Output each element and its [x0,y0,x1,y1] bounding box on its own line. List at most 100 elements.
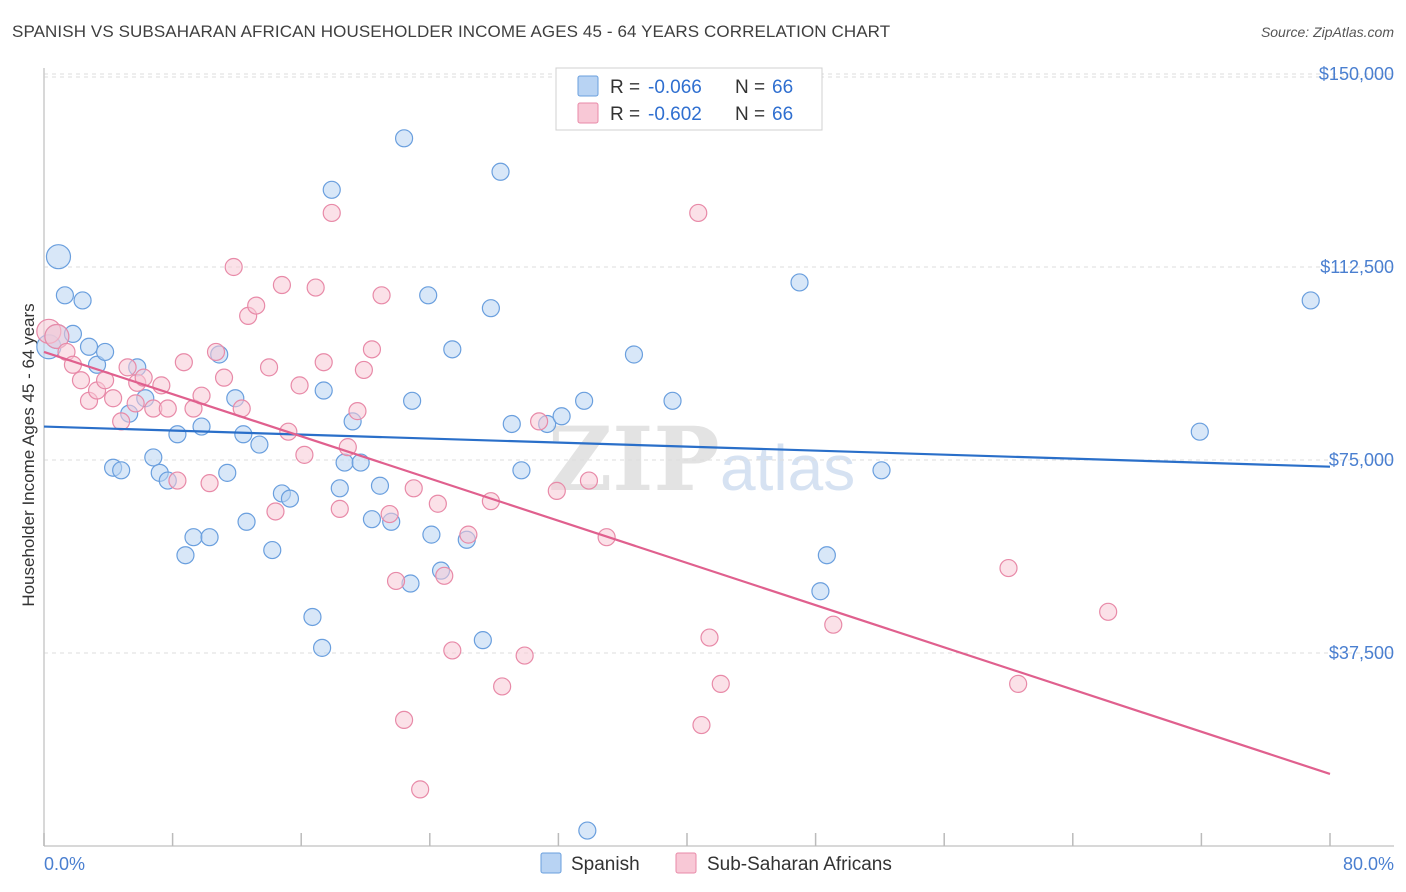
point-african [306,278,325,297]
point-spanish [362,510,382,529]
point-african [290,376,309,395]
point-african [579,471,599,490]
point-spanish [790,273,809,292]
legend-box [555,67,823,131]
trend-lines [43,350,1331,775]
point-african [348,402,367,421]
point-african [330,499,349,518]
watermark-zip: ZIP [548,407,720,511]
legend-r-label-african: R = [610,104,640,125]
trend-line-spanish [43,425,1331,468]
point-spanish [422,525,441,544]
point-african [104,389,123,408]
point-african [435,566,454,585]
point-spanish [491,162,510,181]
point-african [547,481,566,500]
point-spanish [184,528,203,547]
point-african [214,368,234,387]
point-african [1009,674,1028,693]
point-african [689,203,708,223]
point-spanish [1190,422,1209,441]
series-legend: Spanish Sub-Saharan Africans [540,852,892,875]
gridlines [44,73,1394,654]
point-spanish [578,821,597,840]
point-spanish [112,461,131,480]
y-tick-label: $112,500 [1320,257,1394,277]
point-spanish [218,463,237,482]
axes [43,68,1394,847]
bottom-legend-swatch-spanish [540,852,562,874]
point-african [71,371,91,390]
point-spanish [403,391,422,410]
point-african [126,394,145,413]
point-spanish [817,546,836,565]
x-ticks [43,833,1331,846]
y-tick-label: $37,500 [1329,643,1394,663]
legend-swatch-african [577,102,599,124]
point-spanish [144,448,163,467]
point-african [394,710,414,730]
point-african [272,275,292,295]
point-african [322,203,341,223]
y-tick-label: $150,000 [1319,64,1394,84]
point-african [428,494,447,513]
point-african [266,502,285,521]
point-spanish [370,476,390,495]
point-spanish [79,337,99,356]
point-african [158,399,177,418]
point-african [44,323,70,350]
bottom-legend-label-spanish: Spanish [571,854,640,875]
point-spanish [303,607,322,627]
point-spanish [663,391,682,410]
point-spanish [234,425,253,444]
point-african [295,445,314,464]
point-spanish [552,407,571,426]
point-spanish [335,453,354,472]
point-african [530,412,549,431]
point-african [515,646,534,665]
point-african [118,358,137,377]
point-african [700,628,719,647]
x-tick-label-max: 80.0% [1343,854,1394,874]
y-axis-label: Householder Income Ages 45 - 64 years [19,303,38,606]
point-spanish [512,461,531,480]
point-spanish [473,631,492,650]
legend-swatch-spanish [577,75,599,97]
bottom-legend-label-african: Sub-Saharan Africans [707,854,892,875]
point-spanish [200,528,219,547]
watermark-atlas: atlas [720,432,855,504]
point-spanish [312,638,332,657]
legend-n-value-spanish: 66 [772,77,793,98]
point-african [200,474,219,493]
point-african [999,558,1018,578]
point-spanish [280,489,300,508]
legend-r-label-spanish: R = [610,77,640,98]
point-spanish [314,381,333,400]
data-points [36,129,1320,840]
point-african [404,479,423,498]
point-african [224,257,243,277]
point-african [112,412,131,431]
chart-title: SPANISH VS SUBSAHARAN AFRICAN HOUSEHOLDE… [12,22,891,41]
point-african [386,571,406,591]
point-african [692,715,711,735]
point-spanish [872,461,891,480]
y-tick-labels: $37,500 $75,000 $112,500 $150,000 [1319,64,1394,663]
point-spanish [45,244,72,270]
point-spanish [55,286,74,305]
point-african [362,340,382,359]
point-spanish [168,425,187,444]
point-spanish [419,286,438,305]
point-african [206,342,226,362]
point-spanish [330,479,349,498]
point-spanish [95,342,115,362]
correlation-legend: R = -0.066 N = 66 R = -0.602 N = 66 [555,67,823,131]
source-label: Source: ZipAtlas.com [1260,24,1394,40]
point-spanish [1301,291,1320,310]
x-tick-label-min: 0.0% [44,854,85,874]
point-african [372,286,391,305]
point-spanish [176,546,195,565]
point-spanish [624,345,644,364]
point-spanish [502,414,521,434]
